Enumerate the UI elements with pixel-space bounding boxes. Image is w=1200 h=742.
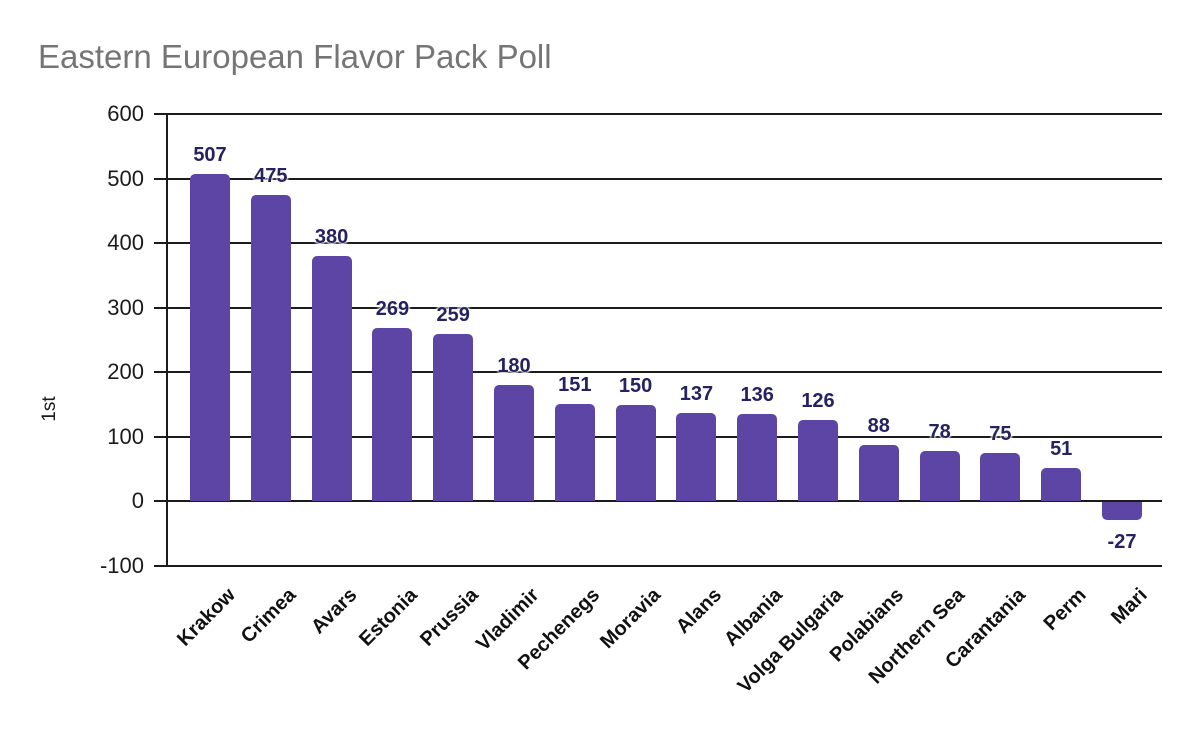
y-tick-mark-200	[154, 371, 168, 374]
bar-value-label-vladimir: 180	[497, 355, 531, 378]
bar-mari	[1102, 502, 1142, 520]
y-axis-tick-label: 200	[107, 359, 144, 385]
y-axis-tick-label: 600	[107, 101, 144, 126]
gridline-200	[168, 371, 1162, 374]
y-tick-mark--100	[154, 565, 168, 567]
y-tick-mark-400	[154, 242, 168, 245]
y-axis-tick-label: 500	[107, 165, 144, 191]
bar-value-label-albania: 136	[740, 383, 774, 406]
y-tick-mark-600	[154, 113, 168, 115]
bar-value-label-pechenegs: 151	[558, 373, 592, 396]
gridline-300	[168, 306, 1162, 309]
bar-volga-bulgaria	[798, 420, 838, 502]
gridline-500	[168, 177, 1162, 180]
y-tick-mark-0	[154, 500, 168, 503]
bar-value-label-avars: 380	[314, 226, 349, 249]
bar-polabians	[858, 444, 899, 502]
bar-avars	[311, 256, 352, 502]
bar-northern-sea	[919, 451, 960, 502]
bar-value-label-northern-sea: 78	[928, 421, 951, 444]
bar-prussia	[433, 334, 474, 502]
bar-carantania	[980, 453, 1021, 502]
y-tick-mark-500	[154, 177, 168, 180]
bar-value-label-krakow: 507	[193, 144, 227, 167]
x-axis-label-krakow: Krakow	[172, 584, 240, 651]
bar-crimea	[250, 194, 291, 502]
chart-title: Eastern European Flavor Pack Poll	[38, 38, 552, 75]
gridline-100	[168, 435, 1162, 438]
bar-estonia	[372, 327, 413, 502]
gridline-0	[168, 500, 1162, 503]
bar-value-label-moravia: 150	[618, 374, 653, 397]
y-axis-tick-label: 0	[131, 488, 144, 514]
gridline-600	[168, 113, 1162, 115]
y-axis-tick-label: -100	[99, 553, 144, 578]
y-axis-tick-label: 100	[107, 423, 144, 449]
x-axis-label-moravia: Moravia	[596, 584, 666, 654]
bar-value-label-polabians: 88	[867, 414, 890, 437]
bar-perm	[1041, 468, 1082, 502]
bar-albania	[737, 413, 778, 502]
gridline-400	[168, 242, 1162, 245]
bar-alans	[676, 412, 717, 502]
y-tick-mark-100	[154, 435, 168, 438]
x-axis-label-avars: Avars	[306, 584, 362, 639]
bar-value-label-carantania: 75	[989, 423, 1012, 445]
y-tick-mark-300	[154, 306, 168, 309]
bar-value-label-estonia: 269	[375, 297, 410, 320]
bar-value-label-volga-bulgaria: 126	[801, 390, 835, 413]
bar-value-label-perm: 51	[1050, 438, 1073, 461]
bar-value-label-alans: 137	[679, 382, 714, 405]
x-axis-label-volga-bulgaria: Volga Bulgaria	[734, 584, 848, 698]
y-axis-line	[166, 114, 168, 567]
bar-value-label-crimea: 475	[254, 164, 288, 187]
y-axis-tick-label: 400	[107, 230, 144, 256]
x-axis-label-estonia: Estonia	[355, 584, 422, 651]
bar-value-label-mari: -27	[1107, 530, 1137, 553]
bar-vladimir	[494, 385, 534, 502]
bar-moravia	[615, 404, 656, 502]
gridline--100	[168, 565, 1162, 567]
x-axis-label-alans: Alans	[671, 584, 726, 639]
y-axis-tick-label: 300	[107, 294, 144, 320]
x-axis-label-perm: Perm	[1039, 584, 1091, 635]
x-axis-label-mari: Mari	[1106, 584, 1152, 629]
bar-value-label-prussia: 259	[436, 304, 470, 327]
bar-pechenegs	[554, 403, 595, 502]
x-axis-label-crimea: Crimea	[236, 584, 301, 648]
bar-krakow	[190, 174, 230, 502]
